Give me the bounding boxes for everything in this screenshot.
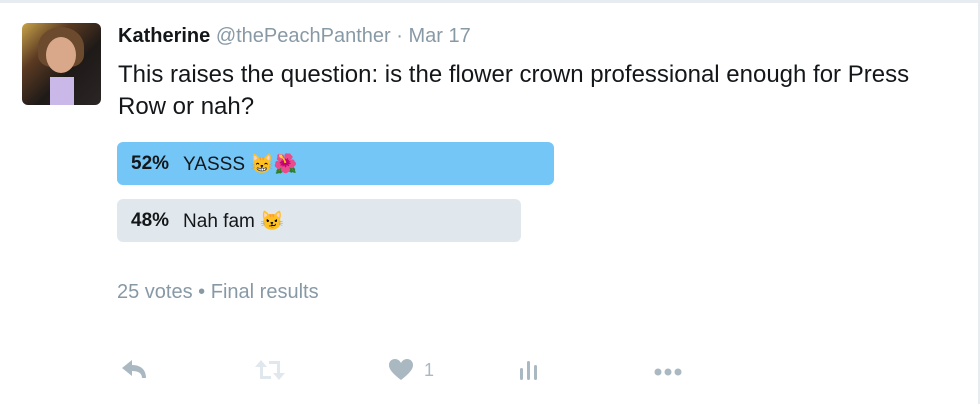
more-button[interactable] xyxy=(652,358,686,382)
author-name[interactable]: Katherine xyxy=(118,25,211,47)
reply-icon xyxy=(122,360,146,378)
like-button[interactable]: 1 xyxy=(388,358,434,382)
poll-status: Final results xyxy=(210,281,319,303)
separator: · xyxy=(396,25,403,47)
analytics-icon xyxy=(520,361,537,380)
poll-option-percent: 48% xyxy=(131,209,170,231)
avatar[interactable] xyxy=(22,23,101,105)
poll-option-label: YASSS 😸🌺 xyxy=(183,153,298,175)
poll-meta: 25 votes • Final results xyxy=(117,281,319,304)
more-icon xyxy=(654,368,682,376)
poll-option-percent: 52% xyxy=(131,152,170,174)
tweet-actions: 1 xyxy=(0,358,980,388)
poll-option-1: 52% YASSS 😸🌺 xyxy=(117,142,554,185)
reply-button[interactable] xyxy=(120,358,150,382)
tweet-date[interactable]: Mar 17 xyxy=(408,25,471,47)
like-count: 1 xyxy=(424,359,435,380)
bullet: • xyxy=(198,281,206,303)
tweet-text: This raises the question: is the flower … xyxy=(118,61,910,120)
poll-option-label: Nah fam 😼 xyxy=(183,210,284,232)
vote-count: 25 votes xyxy=(117,281,193,303)
analytics-button[interactable] xyxy=(518,358,542,382)
poll-option-2: 48% Nah fam 😼 xyxy=(117,199,521,242)
heart-icon xyxy=(389,359,413,380)
retweet-button[interactable] xyxy=(253,358,287,382)
author-handle[interactable]: @thePeachPanther xyxy=(215,25,391,47)
tweet-header: Katherine @thePeachPanther · Mar 17 xyxy=(118,25,471,48)
retweet-icon xyxy=(255,360,285,380)
